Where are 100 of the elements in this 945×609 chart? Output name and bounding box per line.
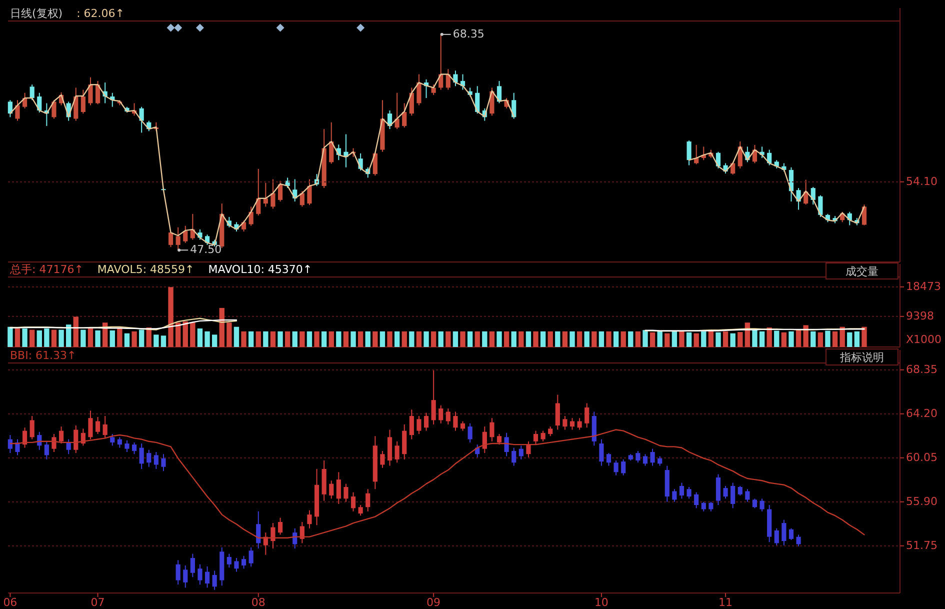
bar bbox=[234, 326, 240, 347]
candlestick bbox=[416, 415, 422, 434]
bar bbox=[854, 331, 860, 347]
bar bbox=[416, 331, 422, 347]
bar bbox=[555, 331, 560, 347]
bar bbox=[686, 332, 692, 347]
candlestick bbox=[270, 178, 276, 210]
bar bbox=[372, 331, 378, 347]
candlestick bbox=[606, 452, 612, 466]
candlestick bbox=[124, 440, 130, 452]
bar bbox=[818, 332, 824, 347]
bar bbox=[95, 330, 100, 347]
bar bbox=[300, 331, 305, 347]
candlestick bbox=[716, 474, 721, 506]
bar bbox=[138, 330, 144, 347]
candlestick bbox=[132, 442, 137, 455]
bar bbox=[766, 327, 772, 347]
candlestick bbox=[248, 546, 254, 567]
bar bbox=[803, 325, 808, 347]
candlestick bbox=[110, 433, 115, 446]
bar bbox=[226, 322, 232, 347]
candlestick bbox=[95, 416, 100, 434]
bar bbox=[511, 331, 516, 347]
bar bbox=[44, 328, 50, 347]
bar bbox=[810, 331, 816, 347]
candlestick bbox=[438, 404, 444, 424]
candlestick bbox=[679, 482, 684, 500]
candlestick bbox=[52, 100, 56, 120]
text: MAVOL5: 48559↑ bbox=[97, 263, 194, 276]
bar bbox=[270, 331, 276, 347]
bar bbox=[212, 334, 218, 347]
bar bbox=[518, 331, 524, 347]
bar bbox=[190, 322, 196, 347]
candlestick bbox=[234, 558, 239, 572]
candlestick bbox=[416, 74, 422, 106]
candlestick bbox=[424, 412, 429, 432]
candlestick bbox=[226, 553, 232, 568]
bar bbox=[796, 330, 802, 347]
bar bbox=[117, 328, 122, 347]
x-tick-label: 11 bbox=[718, 596, 733, 609]
bar bbox=[474, 331, 480, 347]
bar bbox=[80, 330, 86, 347]
candlestick bbox=[672, 488, 677, 502]
x-tick-label: 09 bbox=[426, 596, 441, 609]
candlestick bbox=[518, 445, 524, 460]
bar bbox=[540, 331, 546, 347]
candlestick bbox=[366, 488, 370, 512]
candlestick bbox=[686, 140, 692, 166]
candlestick bbox=[431, 370, 436, 425]
candlestick bbox=[562, 415, 568, 430]
candlestick bbox=[183, 225, 188, 244]
bar bbox=[36, 330, 42, 347]
candlestick bbox=[453, 411, 458, 432]
candlestick bbox=[176, 560, 180, 586]
bar bbox=[452, 331, 458, 347]
candlestick bbox=[482, 426, 487, 454]
candlestick bbox=[460, 420, 466, 432]
bar bbox=[533, 331, 538, 347]
candlestick bbox=[95, 80, 100, 105]
bar bbox=[263, 331, 268, 347]
bar bbox=[284, 331, 290, 347]
candlestick bbox=[402, 102, 407, 128]
bar bbox=[628, 331, 634, 347]
x-tick-label: 08 bbox=[251, 596, 266, 609]
candlestick bbox=[387, 429, 392, 466]
bar bbox=[694, 333, 699, 347]
candlestick bbox=[74, 424, 78, 454]
bar bbox=[460, 331, 466, 347]
candlestick bbox=[431, 84, 436, 96]
bar bbox=[584, 331, 590, 347]
bar bbox=[752, 330, 758, 347]
y-tick-label: 60.05 bbox=[906, 450, 938, 464]
bar bbox=[358, 331, 364, 347]
candlestick bbox=[88, 76, 93, 106]
bar bbox=[387, 331, 392, 347]
text: BBI: 61.33↑ bbox=[10, 349, 76, 362]
bar bbox=[438, 331, 444, 347]
candlestick bbox=[810, 186, 816, 206]
candlestick bbox=[307, 510, 312, 529]
y-tick-label: 18473 bbox=[906, 280, 941, 293]
bar bbox=[154, 334, 159, 347]
chart-title: 日线(复权) bbox=[10, 7, 63, 20]
candlestick bbox=[730, 482, 736, 509]
candlestick bbox=[183, 564, 188, 588]
candlestick bbox=[394, 440, 400, 464]
candlestick bbox=[161, 454, 166, 472]
bar bbox=[467, 331, 473, 347]
bar bbox=[394, 331, 400, 347]
bar bbox=[14, 328, 20, 347]
candlestick bbox=[8, 100, 12, 118]
candlestick bbox=[490, 418, 494, 442]
candlestick bbox=[409, 87, 414, 116]
bar bbox=[774, 330, 780, 347]
bar bbox=[314, 331, 320, 347]
bar bbox=[635, 331, 641, 347]
candlestick bbox=[636, 450, 640, 464]
bar bbox=[664, 333, 670, 347]
candlestick bbox=[380, 450, 385, 468]
candlestick bbox=[782, 519, 786, 546]
candlestick bbox=[504, 432, 509, 457]
